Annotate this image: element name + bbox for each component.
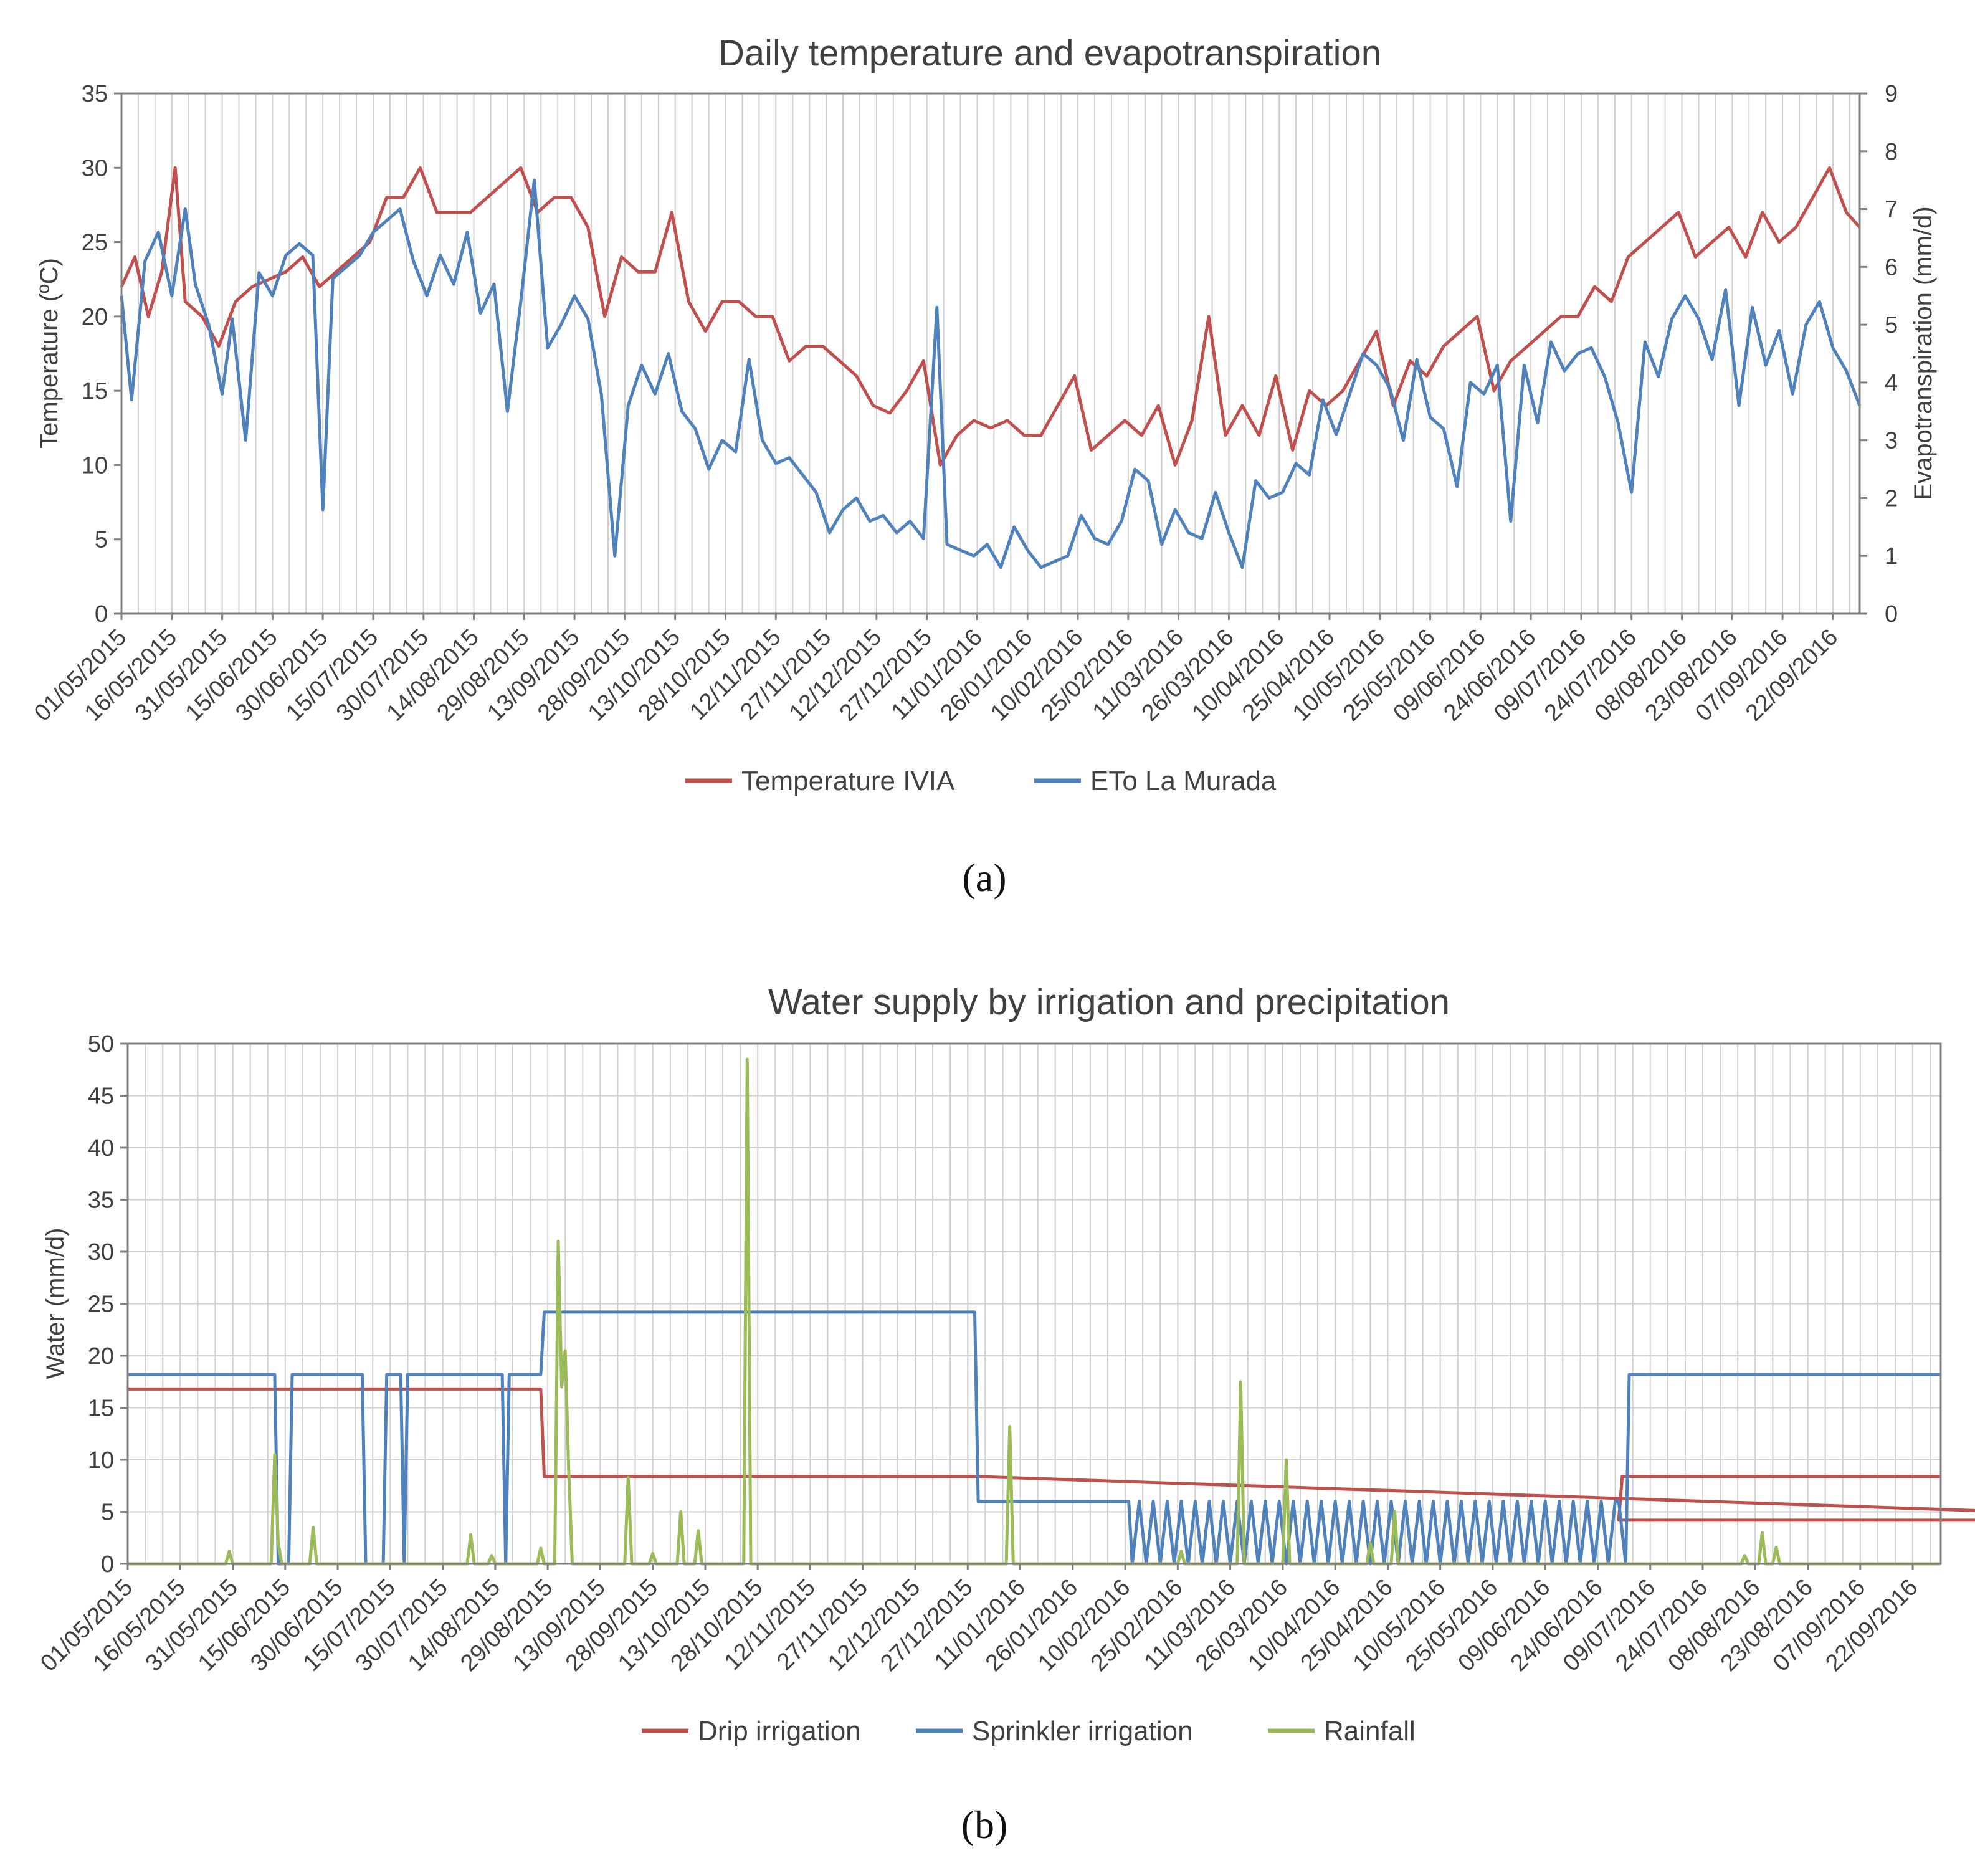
series-line-temperature-ivia	[120, 166, 1861, 467]
y2-tick-label: 4	[1885, 370, 1898, 396]
chart-a-series	[120, 166, 1862, 569]
chart-b-title: Water supply by irrigation and precipita…	[768, 982, 1450, 1022]
series-line-sprinkler-irrigation	[128, 1310, 1941, 1566]
y2-tick-label: 3	[1885, 428, 1898, 454]
chart-a-y2-axis-title: Evapotranspiration (mm/d)	[1910, 206, 1937, 500]
y-tick-label: 0	[101, 1551, 114, 1578]
panel-label-a: (a)	[962, 855, 1006, 900]
y2-tick-label: 2	[1885, 485, 1898, 512]
y2-tick-label: 5	[1885, 312, 1898, 338]
y-tick-label: 15	[82, 378, 108, 404]
y-tick-label: 20	[82, 304, 108, 330]
legend-label-rainfall: Rainfall	[1324, 1716, 1416, 1746]
y-tick-label: 25	[82, 230, 108, 256]
y-tick-label: 40	[88, 1135, 114, 1161]
y-tick-label: 5	[95, 527, 108, 553]
legend-label-drip: Drip irrigation	[698, 1716, 861, 1746]
chart-a-title: Daily temperature and evapotranspiration	[718, 33, 1381, 74]
chart-b-gridlines	[127, 1043, 1941, 1564]
y2-tick-label: 9	[1885, 81, 1898, 107]
legend-label-eto: ETo La Murada	[1090, 766, 1277, 796]
series-line-drip-irrigation	[128, 1387, 1975, 1522]
chart-b-legend: Drip irrigation Sprinkler irrigation Rai…	[642, 1716, 1416, 1746]
y-tick-label: 50	[88, 1031, 114, 1057]
y-tick-label: 5	[101, 1500, 114, 1526]
chart-a-y-axis-title: Temperature (ºC)	[36, 258, 63, 449]
y-tick-label: 30	[88, 1239, 114, 1265]
chart-a-plot-area	[120, 92, 1861, 615]
y-tick-label: 10	[88, 1447, 114, 1474]
chart-temperature-evapotranspiration: Daily temperature and evapotranspiration…	[29, 33, 1937, 900]
y2-tick-label: 0	[1885, 601, 1898, 627]
y-tick-label: 35	[82, 81, 108, 107]
panel-label-b: (b)	[961, 1802, 1008, 1847]
chart-a-gridlines	[121, 93, 1850, 614]
chart-water-supply: Water supply by irrigation and precipita…	[36, 982, 1975, 1847]
y-tick-label: 35	[88, 1188, 114, 1214]
chart-b-x-axis-ticks: 01/05/201516/05/201531/05/201515/06/2015…	[36, 1564, 1923, 1677]
legend-label-sprinkler: Sprinkler irrigation	[972, 1716, 1193, 1746]
chart-b-y-axis-title: Water (mm/d)	[42, 1228, 69, 1379]
y-tick-label: 25	[88, 1292, 114, 1318]
chart-b-series	[128, 1057, 1975, 1566]
series-line-rainfall	[128, 1057, 1941, 1566]
y-tick-label: 15	[88, 1396, 114, 1422]
y2-tick-label: 1	[1885, 543, 1898, 569]
y-tick-label: 30	[82, 155, 108, 181]
y-tick-label: 45	[88, 1083, 114, 1110]
y-tick-label: 20	[88, 1343, 114, 1369]
chart-b-y-axis-ticks: 0 5 10 15 20 25 30 35 40 45 50	[88, 1031, 128, 1578]
legend-label-temperature: Temperature IVIA	[741, 766, 955, 796]
y2-tick-label: 7	[1885, 197, 1898, 223]
y-tick-label: 0	[95, 601, 108, 627]
y2-tick-label: 6	[1885, 254, 1898, 280]
chart-a-x-axis-ticks: 01/05/201516/05/201531/05/201515/06/2015…	[29, 614, 1843, 726]
y-tick-label: 10	[82, 452, 108, 479]
chart-a-right-axis-ticks: 0 1 2 3 4 5 6 7 8 9	[1860, 81, 1898, 627]
chart-a-left-axis-ticks: 0 5 10 15 20 25 30 35	[82, 81, 121, 627]
chart-a-legend: Temperature IVIA ETo La Murada	[685, 766, 1277, 796]
y2-tick-label: 8	[1885, 139, 1898, 165]
series-line-eto-la-murada	[120, 178, 1862, 569]
